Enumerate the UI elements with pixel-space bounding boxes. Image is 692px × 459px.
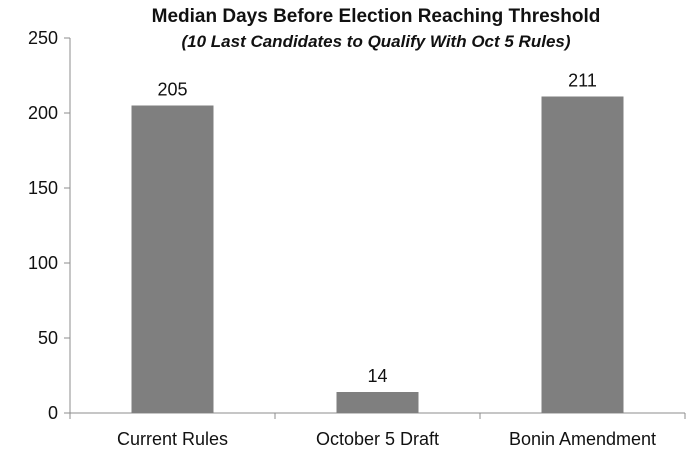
- x-tick-label: Current Rules: [117, 429, 228, 449]
- x-tick-label: Bonin Amendment: [509, 429, 656, 449]
- data-label: 14: [367, 366, 387, 386]
- bar: [131, 105, 214, 413]
- chart-title: Median Days Before Election Reaching Thr…: [151, 6, 601, 27]
- y-tick-label: 250: [28, 28, 58, 48]
- data-label: 211: [568, 71, 597, 91]
- data-label: 205: [157, 80, 187, 100]
- bar: [336, 392, 419, 413]
- x-tick-label: October 5 Draft: [316, 429, 439, 449]
- y-tick-label: 0: [48, 403, 58, 423]
- y-tick-label: 150: [28, 178, 58, 198]
- y-tick-label: 50: [38, 328, 58, 348]
- chart-subtitle: (10 Last Candidates to Qualify With Oct …: [181, 32, 571, 51]
- y-tick-label: 100: [28, 253, 58, 273]
- bar: [541, 96, 624, 413]
- y-tick-label: 200: [28, 103, 58, 123]
